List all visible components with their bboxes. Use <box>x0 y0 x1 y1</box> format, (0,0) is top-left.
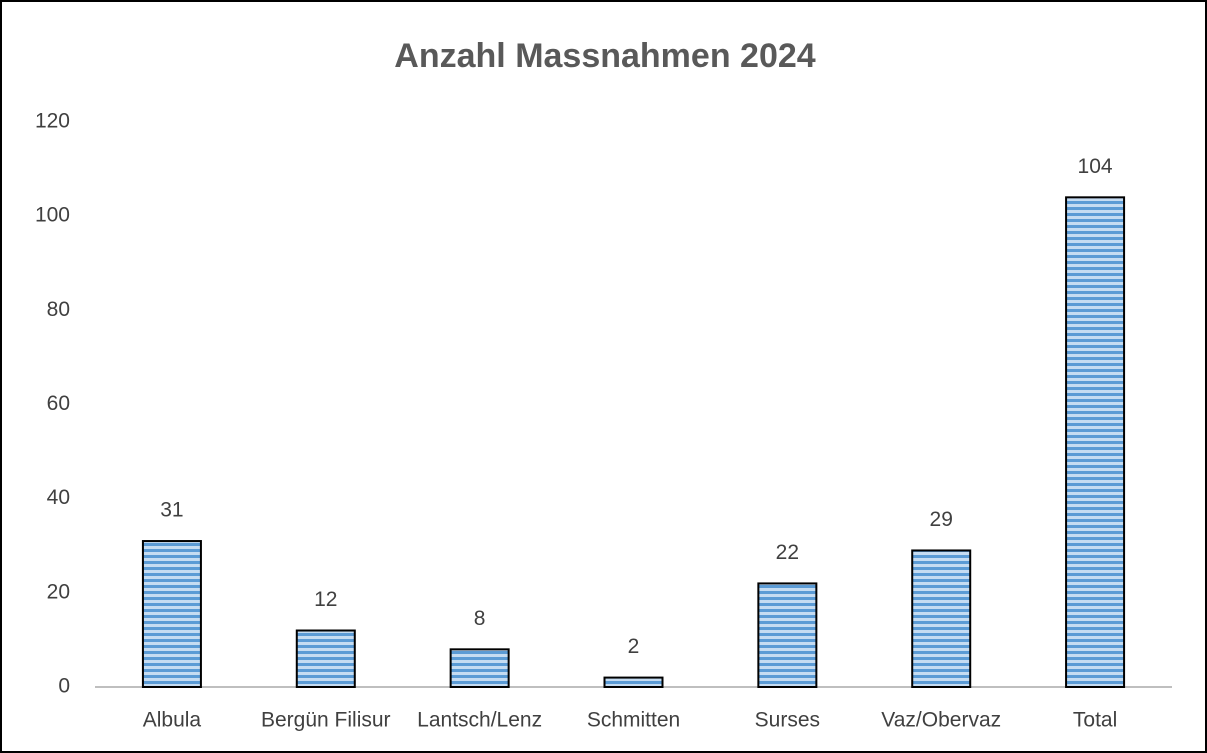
value-label: 31 <box>160 499 183 522</box>
bar <box>141 540 202 689</box>
x-tick-label: Albula <box>143 709 202 732</box>
value-label: 8 <box>474 607 486 630</box>
y-tick-label: 120 <box>35 110 70 133</box>
bar <box>911 549 972 688</box>
y-tick-label: 0 <box>58 675 70 698</box>
value-label: 22 <box>776 541 799 564</box>
y-tick-label: 100 <box>35 204 70 227</box>
x-tick-label: Surses <box>755 709 820 732</box>
y-tick-label: 20 <box>47 580 70 603</box>
x-tick-label: Lantsch/Lenz <box>417 709 542 732</box>
bar <box>603 676 664 688</box>
value-label: 12 <box>314 588 337 611</box>
value-label: 104 <box>1078 155 1113 178</box>
bar <box>1065 196 1126 688</box>
value-label: 29 <box>930 508 953 531</box>
y-tick-label: 60 <box>47 392 70 415</box>
bar <box>449 648 510 688</box>
x-tick-label: Schmitten <box>587 709 680 732</box>
bar <box>757 582 818 689</box>
x-tick-label: Bergün Filisur <box>261 709 391 732</box>
value-label: 2 <box>628 635 640 658</box>
x-tick-label: Vaz/Obervaz <box>881 709 1001 732</box>
chart-title: Anzahl Massnahmen 2024 <box>394 37 815 75</box>
y-tick-label: 80 <box>47 298 70 321</box>
y-tick-label: 40 <box>47 486 70 509</box>
bar <box>295 629 356 688</box>
x-tick-label: Total <box>1073 709 1117 732</box>
